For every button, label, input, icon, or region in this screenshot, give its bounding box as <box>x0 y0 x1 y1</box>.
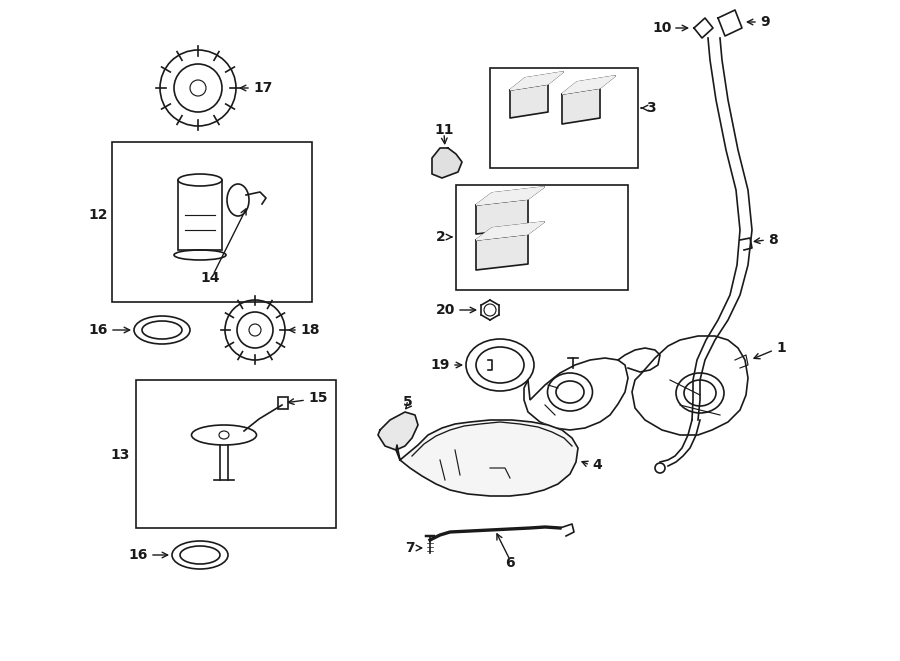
Text: 11: 11 <box>434 123 454 137</box>
Text: 8: 8 <box>768 233 778 247</box>
Polygon shape <box>562 76 615 94</box>
Bar <box>456 185 628 290</box>
Text: 6: 6 <box>505 556 515 570</box>
Polygon shape <box>510 84 548 118</box>
Text: 10: 10 <box>652 21 672 35</box>
Text: 3: 3 <box>646 101 655 115</box>
Bar <box>112 142 312 302</box>
Text: 7: 7 <box>405 541 415 555</box>
Text: 20: 20 <box>436 303 455 317</box>
Text: 1: 1 <box>776 341 786 355</box>
Polygon shape <box>510 72 563 90</box>
Text: 5: 5 <box>403 395 413 409</box>
Polygon shape <box>476 234 528 270</box>
Bar <box>490 68 638 168</box>
Bar <box>278 397 288 409</box>
Text: 19: 19 <box>430 358 450 372</box>
Polygon shape <box>476 222 544 240</box>
Text: 16: 16 <box>129 548 148 562</box>
Text: 9: 9 <box>760 15 770 29</box>
Polygon shape <box>718 10 742 36</box>
Text: 12: 12 <box>88 208 108 222</box>
Text: 2: 2 <box>436 230 446 244</box>
Polygon shape <box>476 199 528 234</box>
Polygon shape <box>432 148 462 178</box>
Text: 18: 18 <box>300 323 319 337</box>
Text: 17: 17 <box>253 81 273 95</box>
Polygon shape <box>378 412 418 450</box>
Text: 16: 16 <box>88 323 108 337</box>
Text: 4: 4 <box>592 458 602 472</box>
Bar <box>136 380 336 528</box>
Text: 15: 15 <box>308 391 328 405</box>
Polygon shape <box>694 18 713 38</box>
Bar <box>178 180 222 250</box>
Polygon shape <box>562 88 600 124</box>
Ellipse shape <box>178 174 222 186</box>
Polygon shape <box>476 187 544 205</box>
Text: 14: 14 <box>200 271 220 285</box>
Polygon shape <box>396 420 578 496</box>
Text: 13: 13 <box>111 448 130 462</box>
